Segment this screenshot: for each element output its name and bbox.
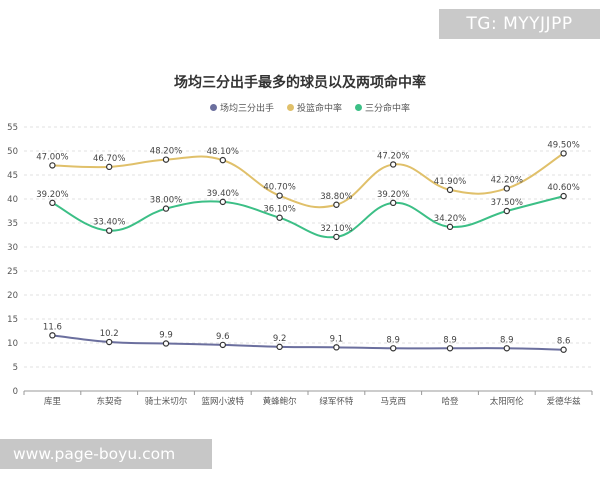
series-3p-pct-data-label: 39.40%: [207, 189, 239, 199]
x-tick-label: 太阳阿伦: [490, 396, 525, 407]
series-3p-pct-data-label: 37.50%: [491, 198, 523, 208]
series-fg-pct-point: [162, 156, 170, 163]
series-attempts-data-label: 8.9: [443, 335, 457, 345]
series-fg-pct-point: [446, 186, 454, 194]
series-attempts-point: [49, 332, 56, 339]
series-3p-pct-point: [503, 207, 510, 215]
series-fg-pct-point: [105, 163, 113, 171]
x-tick-label: 绿军怀特: [319, 396, 354, 407]
series-3p-pct-data-label: 33.40%: [93, 218, 125, 228]
series-3p-pct-data-label: 38.00%: [150, 196, 182, 206]
x-tick-label: 哈登: [441, 396, 459, 407]
series-fg-pct-data-label: 48.20%: [150, 147, 182, 157]
legend-label-fg-pct: 投篮命中率: [297, 104, 343, 114]
x-tick-label: 马克西: [380, 397, 406, 407]
series-3p-pct-data-label: 39.20%: [377, 190, 409, 200]
series-fg-pct-point: [219, 156, 226, 164]
y-tick-label: 40: [7, 195, 18, 205]
series-fg-pct-data-label: 40.70%: [263, 183, 295, 193]
legend-label-attempts: 场均三分出手: [220, 104, 275, 114]
series-3p-pct-point: [49, 199, 56, 207]
series-attempts-data-label: 8.6: [557, 337, 571, 347]
y-tick-label: 45: [7, 171, 18, 181]
y-tick-label: 20: [7, 291, 18, 301]
series-attempts-data-label: 9.6: [216, 332, 230, 342]
series-attempts-data-label: 9.2: [273, 334, 287, 344]
series-attempts-point: [162, 340, 170, 347]
series-fg-pct-point: [49, 162, 56, 169]
series-3p-pct-point: [105, 227, 113, 234]
y-tick-label: 50: [7, 147, 18, 157]
y-tick-label: 25: [7, 267, 18, 277]
series-3p-pct-point: [219, 198, 226, 206]
series-fg-pct-data-label: 47.20%: [377, 151, 409, 161]
legend-item-fg-pct[interactable]: 投篮命中率: [287, 101, 342, 114]
legend-label-3p-pct: 三分命中率: [365, 104, 411, 114]
series-fg-pct-data-label: 46.70%: [93, 154, 125, 164]
y-tick-label: 35: [7, 219, 18, 229]
series-3p-pct-point: [560, 192, 567, 200]
watermark-website: www.page-boyu.com: [0, 439, 212, 469]
series-3p-pct-data-label: 36.10%: [263, 205, 295, 215]
series-attempts-point: [219, 341, 226, 349]
series-attempts-point: [276, 343, 283, 351]
series-attempts-line: [52, 334, 564, 351]
series-fg-pct-point: [276, 192, 283, 199]
legend-dot-attempts: [210, 104, 217, 111]
series-3p-pct-data-label: 39.20%: [36, 190, 68, 200]
series-attempts-point: [390, 345, 397, 352]
series-3p-pct-point: [333, 233, 340, 241]
series-attempts-data-label: 10.2: [100, 329, 119, 339]
series-fg-pct-data-label: 48.10%: [207, 147, 239, 157]
series-fg-pct-point: [333, 201, 340, 208]
y-tick-label: 15: [7, 315, 18, 325]
x-tick-label: 东契奇: [96, 396, 122, 407]
x-tick-label: 篮网小波特: [202, 396, 245, 407]
series-attempts-data-label: 9.9: [159, 330, 173, 340]
series-attempts-point: [105, 338, 113, 346]
series-3p-pct-data-label: 32.10%: [320, 224, 352, 234]
series-fg-pct-data-label: 47.00%: [36, 152, 68, 162]
series-3p-pct-point: [162, 205, 170, 212]
series-3p-pct-point: [446, 223, 454, 231]
series-fg-pct-point: [503, 185, 510, 192]
x-tick-label: 爱德华兹: [547, 396, 582, 407]
watermark-telegram: TG: MYYJJPP: [439, 9, 600, 39]
series-attempts-data-label: 8.9: [500, 335, 514, 345]
series-fg-pct-point: [560, 150, 567, 157]
legend-item-3p-pct[interactable]: 三分命中率: [355, 101, 410, 114]
series-fg-pct-point: [390, 161, 397, 168]
x-tick-label: 黄蜂鲍尔: [263, 396, 298, 407]
legend-dot-3p-pct: [355, 104, 363, 111]
y-tick-label: 55: [7, 123, 18, 133]
series-attempts-point: [446, 345, 454, 352]
series-fg-pct-data-label: 49.50%: [547, 140, 579, 150]
series-fg-pct-data-label: 38.80%: [320, 192, 352, 202]
series-fg-pct-data-label: 41.90%: [434, 177, 466, 187]
series-3p-pct-data-label: 40.60%: [547, 183, 579, 193]
legend-item-attempts[interactable]: 场均三分出手: [210, 101, 274, 114]
series-fg-pct-data-label: 42.20%: [491, 175, 523, 185]
legend-dot-fg-pct: [287, 104, 295, 111]
series-3p-pct-point: [390, 199, 397, 207]
y-tick-label: 5: [13, 363, 18, 373]
series-3p-pct-data-label: 34.20%: [434, 214, 466, 224]
series-fg-pct-line: [52, 152, 565, 209]
chart-title: 场均三分出手最多的球员以及两项命中率: [174, 75, 426, 91]
y-tick-label: 0: [13, 387, 18, 397]
x-tick-label: 库里: [44, 396, 62, 407]
y-tick-label: 10: [7, 339, 18, 349]
series-attempts-point: [560, 346, 567, 353]
series-3p-pct-line: [51, 195, 564, 239]
series-attempts-point: [503, 345, 510, 352]
chart-legend: 场均三分出手 投篮命中率 三分命中率: [210, 101, 410, 114]
series-3p-pct-point: [276, 214, 283, 221]
series-attempts-data-label: 9.1: [330, 334, 344, 344]
series-attempts-data-label: 8.9: [386, 335, 400, 345]
x-tick-label: 骑士米切尔: [145, 396, 188, 407]
series-attempts-data-label: 11.6: [43, 322, 62, 332]
series-attempts-point: [333, 344, 340, 351]
y-tick-label: 30: [7, 243, 18, 253]
